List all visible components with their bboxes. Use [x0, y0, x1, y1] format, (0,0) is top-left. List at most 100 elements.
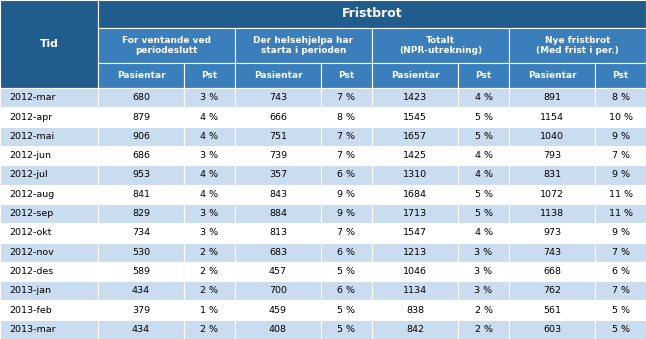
Bar	[509, 165, 595, 185]
Text: 2012-mar: 2012-mar	[10, 93, 56, 102]
Text: 1213: 1213	[403, 248, 427, 257]
Bar	[372, 242, 458, 262]
Bar	[458, 185, 509, 204]
Text: 11 %: 11 %	[609, 209, 632, 218]
Bar	[321, 281, 372, 300]
Bar	[595, 88, 646, 107]
Text: 743: 743	[543, 248, 561, 257]
Text: 1547: 1547	[403, 228, 427, 237]
Bar	[595, 300, 646, 320]
Bar	[372, 107, 458, 127]
Bar	[321, 165, 372, 185]
Text: 884: 884	[269, 209, 287, 218]
Text: 1310: 1310	[403, 171, 427, 179]
Text: 457: 457	[269, 267, 287, 276]
Text: 7 %: 7 %	[337, 228, 355, 237]
Bar	[98, 28, 235, 63]
Text: 6 %: 6 %	[337, 171, 355, 179]
Bar	[0, 127, 98, 146]
Bar	[509, 300, 595, 320]
Text: 4 %: 4 %	[200, 190, 218, 199]
Text: 5 %: 5 %	[475, 190, 492, 199]
Bar	[0, 300, 98, 320]
Bar	[372, 127, 458, 146]
Bar	[595, 204, 646, 223]
Bar	[321, 185, 372, 204]
Bar	[321, 300, 372, 320]
Text: 1154: 1154	[540, 113, 564, 122]
Bar	[458, 88, 509, 107]
Bar	[372, 281, 458, 300]
Text: 2012-sep: 2012-sep	[10, 209, 54, 218]
Bar	[509, 107, 595, 127]
Bar	[235, 28, 372, 63]
Bar	[372, 63, 458, 88]
Bar	[0, 204, 98, 223]
Bar	[184, 223, 235, 242]
Bar	[184, 281, 235, 300]
Text: 530: 530	[132, 248, 150, 257]
Bar	[458, 320, 509, 339]
Bar	[321, 242, 372, 262]
Bar	[509, 320, 595, 339]
Text: 5 %: 5 %	[337, 305, 355, 315]
Bar	[184, 204, 235, 223]
Bar	[458, 300, 509, 320]
Bar	[0, 262, 98, 281]
Bar	[0, 165, 98, 185]
Text: Pst: Pst	[475, 71, 492, 80]
Bar	[98, 88, 184, 107]
Text: 9 %: 9 %	[612, 132, 630, 141]
Text: 751: 751	[269, 132, 287, 141]
Bar	[458, 146, 509, 165]
Bar	[321, 88, 372, 107]
Text: 3 %: 3 %	[200, 228, 218, 237]
Bar	[235, 63, 321, 88]
Text: 5 %: 5 %	[475, 132, 492, 141]
Bar	[98, 107, 184, 127]
Bar	[184, 165, 235, 185]
Bar	[0, 146, 98, 165]
Text: 379: 379	[132, 305, 150, 315]
Bar	[372, 204, 458, 223]
Text: 9 %: 9 %	[612, 228, 630, 237]
Text: 1040: 1040	[540, 132, 564, 141]
Text: 2012-des: 2012-des	[10, 267, 54, 276]
Text: 2012-nov: 2012-nov	[10, 248, 54, 257]
Bar	[98, 204, 184, 223]
Bar	[98, 127, 184, 146]
Text: 2013-jan: 2013-jan	[10, 286, 52, 295]
Bar	[184, 88, 235, 107]
Text: 2012-apr: 2012-apr	[10, 113, 53, 122]
Bar	[595, 165, 646, 185]
Text: 2 %: 2 %	[200, 325, 218, 334]
Text: Fristbrot: Fristbrot	[342, 7, 402, 20]
Text: 1072: 1072	[540, 190, 564, 199]
Text: 434: 434	[132, 286, 150, 295]
Text: 686: 686	[132, 151, 150, 160]
Text: 4 %: 4 %	[475, 93, 492, 102]
Text: 1713: 1713	[403, 209, 427, 218]
Bar	[235, 204, 321, 223]
Text: 829: 829	[132, 209, 150, 218]
Bar	[595, 223, 646, 242]
Text: 7 %: 7 %	[612, 151, 630, 160]
Bar	[372, 300, 458, 320]
Text: 561: 561	[543, 305, 561, 315]
Text: 603: 603	[543, 325, 561, 334]
Text: 700: 700	[269, 286, 287, 295]
Bar	[372, 165, 458, 185]
Text: 680: 680	[132, 93, 150, 102]
Bar	[458, 127, 509, 146]
Bar	[235, 127, 321, 146]
Text: 4 %: 4 %	[475, 171, 492, 179]
Text: 3 %: 3 %	[474, 286, 493, 295]
Bar	[372, 185, 458, 204]
Bar	[235, 146, 321, 165]
Bar	[458, 63, 509, 88]
Text: 973: 973	[543, 228, 561, 237]
Text: 1657: 1657	[403, 132, 427, 141]
Bar	[458, 204, 509, 223]
Bar	[372, 223, 458, 242]
Bar	[509, 223, 595, 242]
